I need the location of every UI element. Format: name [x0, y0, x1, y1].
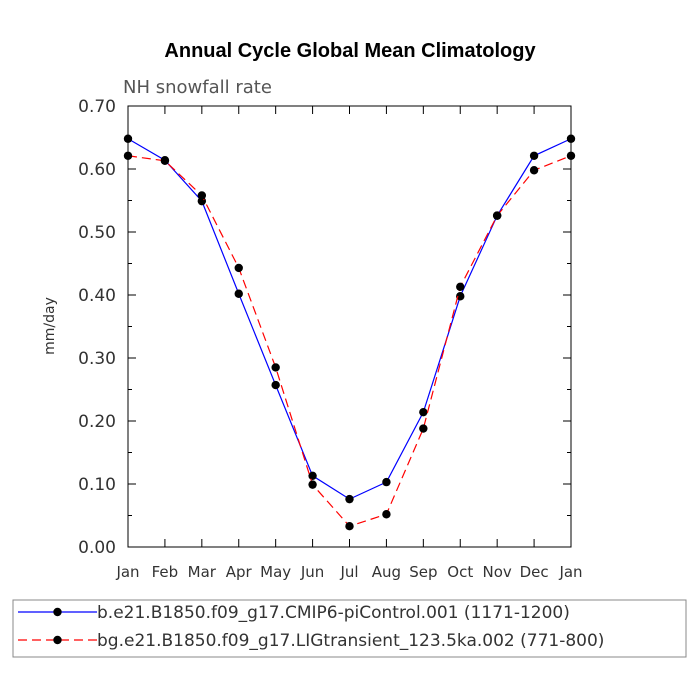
x-tick-label: Jun	[300, 563, 324, 581]
data-point	[234, 263, 243, 273]
legend-marker	[53, 607, 62, 617]
data-point	[456, 282, 465, 292]
series-line	[127, 155, 572, 527]
y-tick-label: 0.50	[78, 223, 116, 243]
data-point	[456, 292, 465, 301]
x-tick-label: Oct	[447, 563, 473, 581]
data-point	[529, 151, 539, 160]
x-tick-label: Mar	[188, 563, 217, 581]
legend: b.e21.B1850.f09_g17.CMIP6-piControl.001 …	[12, 599, 687, 658]
x-axis: Jan Feb Mar Apr May Jun Jul Aug Sep Oct Nov Dec Jan	[115, 106, 583, 581]
data-point	[382, 477, 391, 487]
data-point	[345, 494, 354, 504]
legend-label: b.e21.B1850.f09_g17.CMIP6-piControl.001 …	[97, 603, 570, 623]
x-tick-label: Nov	[483, 563, 512, 581]
legend-marker	[53, 635, 62, 645]
x-tick-label: Feb	[152, 563, 179, 581]
y-axis-label: mm/day	[42, 297, 58, 355]
data-point	[419, 424, 428, 433]
y-tick-label: 0.00	[78, 538, 116, 558]
y-tick-label: 0.70	[78, 97, 116, 117]
y-tick-label: 0.30	[78, 349, 116, 369]
data-point	[566, 134, 576, 143]
data-point	[529, 166, 539, 175]
series-layer	[123, 134, 576, 531]
x-tick-label: Jan	[115, 563, 139, 581]
data-point	[123, 134, 133, 143]
data-point	[382, 510, 391, 519]
y-tick-label: 0.40	[78, 286, 116, 306]
legend-box	[12, 599, 687, 658]
x-tick-label: Dec	[520, 563, 549, 581]
x-tick-label: Apr	[226, 563, 253, 581]
x-tick-label: Jan	[558, 563, 582, 581]
x-tick-label: Sep	[409, 563, 437, 581]
data-point	[308, 471, 317, 481]
y-tick-label: 0.20	[78, 412, 116, 432]
plot-frame	[127, 105, 572, 548]
data-point	[160, 156, 170, 166]
series-line	[127, 138, 572, 500]
y-tick-label: 0.10	[78, 475, 116, 495]
data-point	[345, 522, 354, 531]
series-2	[123, 151, 576, 531]
data-point	[308, 480, 317, 489]
data-point	[419, 407, 428, 417]
data-point	[566, 151, 576, 160]
data-point	[197, 191, 207, 200]
x-tick-label: May	[260, 563, 291, 581]
data-point	[234, 289, 243, 298]
chart-subtitle: NH snowfall rate	[123, 77, 272, 98]
legend-label: bg.e21.B1850.f09_g17.LIGtransient_123.5k…	[97, 631, 604, 651]
y-tick-label: 0.60	[78, 160, 116, 180]
x-tick-label: Jul	[339, 563, 358, 581]
x-tick-label: Aug	[372, 563, 401, 581]
chart-title: Annual Cycle Global Mean Climatology	[164, 40, 536, 62]
y-axis: 0.00 0.10 0.20 0.30 0.40 0.50 0.60 0.70	[78, 97, 571, 558]
series-1	[123, 134, 576, 504]
data-point	[492, 211, 502, 220]
data-point	[271, 363, 280, 372]
data-point	[271, 380, 280, 390]
data-point	[123, 151, 133, 160]
